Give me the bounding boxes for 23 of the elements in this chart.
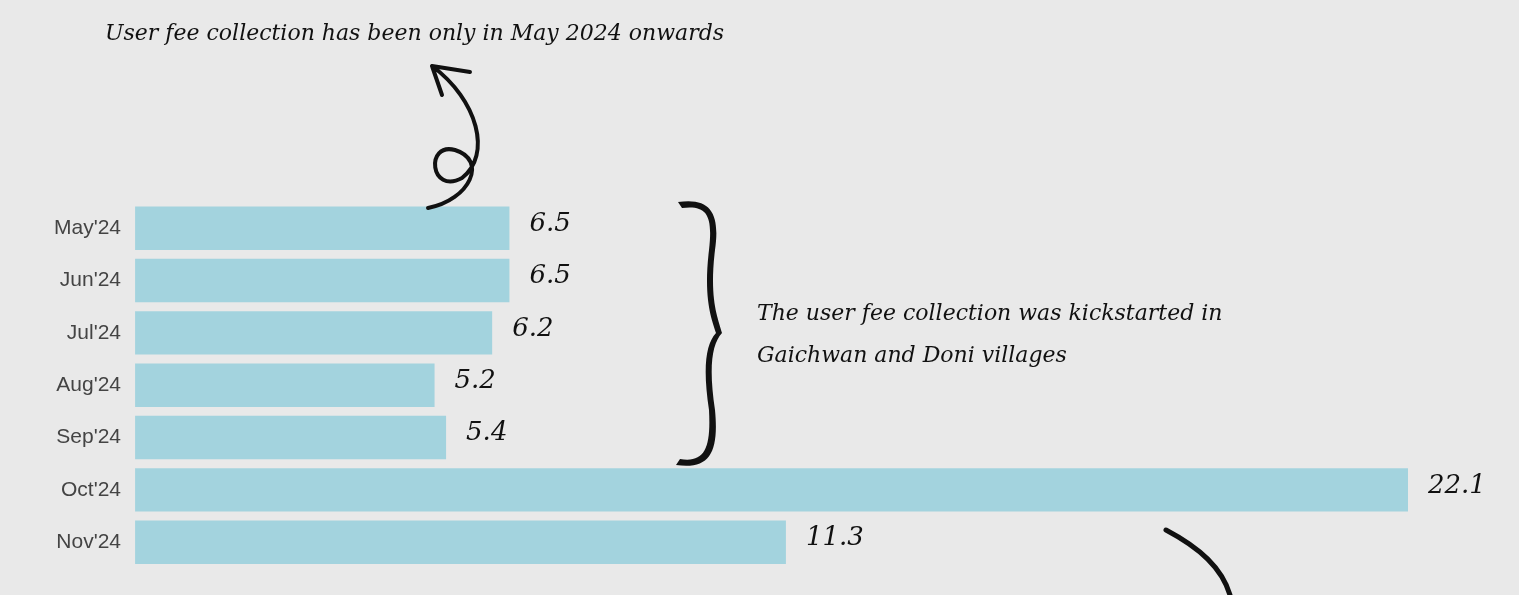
- data-label: 6.5: [529, 259, 571, 290]
- bar: [135, 468, 1408, 512]
- data-label: 5.4: [466, 416, 508, 447]
- y-tick-label: May'24: [53, 214, 122, 238]
- y-tick-label: Nov'24: [56, 529, 122, 553]
- annotation: The user fee collection was kickstarted in Gaichwan and Doni villages: [757, 299, 1224, 369]
- data-label: 5.2: [454, 363, 496, 394]
- bar: [135, 311, 493, 355]
- bar: [135, 363, 435, 407]
- y-tick-label: Aug'24: [56, 372, 122, 395]
- bar: [135, 415, 447, 460]
- data-label: 11.3: [805, 520, 864, 551]
- y-tick-label: Oct'24: [60, 476, 122, 500]
- y-tick-label: Sep'24: [56, 424, 122, 448]
- data-label: 22.1: [1427, 468, 1486, 499]
- bar: [135, 258, 510, 303]
- y-tick-label: Jul'24: [66, 319, 122, 343]
- bar: [135, 206, 510, 250]
- data-label: 6.2: [512, 311, 554, 342]
- data-label: 6.5: [529, 206, 571, 237]
- text: User fee collection has been only in May 2024 onwards: [105, 19, 725, 47]
- bar: [135, 520, 786, 564]
- y-tick-label: Jun'24: [59, 267, 122, 291]
